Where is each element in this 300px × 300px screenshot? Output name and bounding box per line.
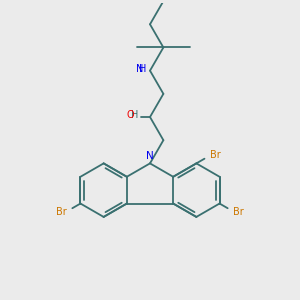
Text: H: H — [140, 64, 147, 74]
Text: O: O — [127, 110, 134, 120]
Text: H: H — [131, 110, 139, 120]
Text: N: N — [136, 64, 143, 74]
Text: Br: Br — [233, 207, 244, 217]
Text: Br: Br — [56, 207, 67, 217]
Text: N: N — [146, 151, 154, 161]
Text: Br: Br — [210, 150, 221, 161]
